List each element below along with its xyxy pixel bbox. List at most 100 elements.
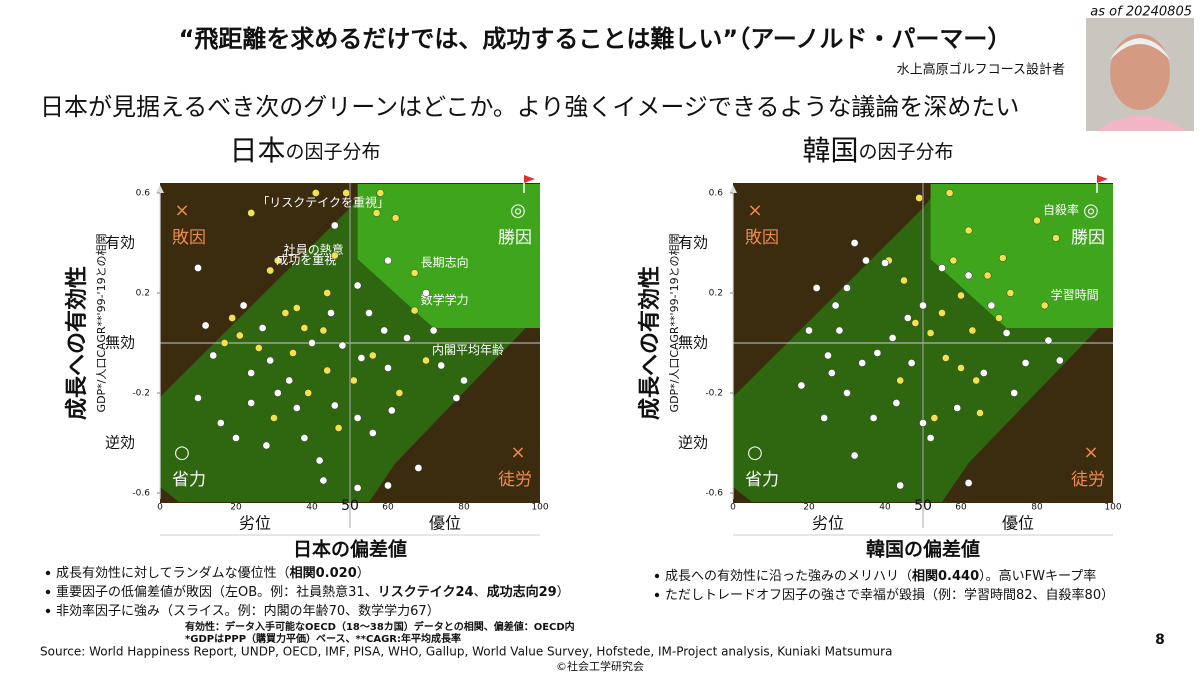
- data-point: [976, 409, 984, 417]
- note-segment: 相関0.020: [290, 565, 357, 581]
- quadrant-symbol: ×: [747, 200, 762, 221]
- note-segment: 重要因子の低偏差値が敗因（左OB。例：社員熱意31、: [56, 584, 378, 600]
- quadrant-symbol: ○: [747, 442, 763, 463]
- flag: [524, 175, 535, 183]
- data-point: [957, 364, 965, 372]
- data-point: [194, 394, 202, 402]
- chart-title: 日本の因子分布: [229, 134, 380, 167]
- note: ただしトレードオフ因子の強さで幸福が毀損（例：学習時間82、自殺率80）: [665, 587, 1114, 603]
- data-point: [380, 326, 389, 335]
- quadrant-symbol: ○: [174, 442, 190, 463]
- data-point: [797, 381, 806, 390]
- page-number: 8: [1155, 632, 1165, 648]
- data-point: [319, 326, 328, 335]
- data-point: [907, 359, 916, 367]
- portrait: [1086, 18, 1194, 131]
- note: 成長への有効性に沿った強みのメリハリ（相関0.440）。高いFWキープ率: [665, 568, 1096, 584]
- bullet: [45, 589, 51, 595]
- data-point: [926, 434, 935, 442]
- point-label: 社員の熱意: [284, 242, 344, 257]
- point-label: 学習時間: [1051, 287, 1099, 302]
- quote: “飛距離を求めるだけでは、成功することは難しい”（アーノルド・パーマー）: [179, 25, 1012, 53]
- data-point: [812, 284, 821, 292]
- data-point: [858, 359, 867, 367]
- point-label: 成功を重視: [276, 252, 336, 267]
- quadrant-symbol: ◎: [510, 200, 526, 221]
- y-level-label: 無効: [105, 334, 135, 352]
- data-point: [327, 309, 335, 317]
- midline-label: 50: [914, 498, 932, 514]
- copyright: ©社会工学研究会: [556, 659, 644, 673]
- headline: 日本が見据えるべき次のグリーンはどこか。より強くイメージできるような議論を深めた…: [40, 93, 1019, 121]
- data-point: [372, 209, 381, 217]
- note-segment: ）: [357, 566, 370, 581]
- y-axis-title: 成長への有効性: [64, 266, 90, 420]
- data-point: [995, 314, 1003, 322]
- chart-title: 韓国の因子分布: [802, 134, 953, 167]
- data-point: [292, 404, 301, 412]
- data-point: [835, 326, 844, 335]
- x-axis-title: 韓国の偏差値: [866, 538, 980, 561]
- data-point: [247, 369, 256, 377]
- data-point: [368, 429, 377, 437]
- data-point: [319, 476, 328, 485]
- x-tick-label: 80: [458, 503, 470, 513]
- note-segment: ）: [557, 585, 570, 600]
- point-label: 長期志向: [421, 255, 469, 270]
- data-point: [827, 369, 836, 377]
- x-axis-title: 日本の偏差値: [293, 538, 407, 561]
- data-point: [1040, 301, 1049, 310]
- data-point: [338, 341, 347, 350]
- data-point: [254, 344, 263, 352]
- chart-title-suffix: の因子分布: [859, 141, 954, 163]
- point-label: 「リスクテイクを重視」: [257, 195, 389, 210]
- chart-title-main: 韓国: [802, 134, 858, 167]
- note: 成長有効性に対してランダムな優位性（相関0.020）: [56, 565, 370, 581]
- data-point: [945, 189, 954, 197]
- data-point: [896, 481, 905, 490]
- data-point: [983, 271, 992, 280]
- data-point: [395, 389, 404, 397]
- y-level-label: 有効: [678, 234, 708, 252]
- data-point: [353, 484, 362, 492]
- note-segment: 成長への有効性に沿った強みのメリハリ（: [665, 569, 912, 584]
- x-tick-label: 100: [531, 503, 548, 513]
- y-tick-label: 0.2: [709, 289, 723, 299]
- data-point: [987, 301, 996, 310]
- data-point: [292, 304, 301, 312]
- data-point: [1002, 329, 1011, 337]
- flag: [1097, 175, 1108, 183]
- data-point: [273, 389, 282, 397]
- y-tick-label: 0.6: [709, 189, 724, 199]
- x-tick-label: 40: [306, 503, 318, 513]
- point-label: 数学学力: [421, 292, 469, 307]
- data-point: [820, 414, 829, 422]
- data-point: [998, 254, 1007, 262]
- data-point: [843, 389, 851, 397]
- x-region-label: 優位: [429, 514, 461, 533]
- y-tick-label: -0.2: [132, 389, 150, 399]
- data-point: [258, 324, 267, 332]
- x-tick-label: 100: [1104, 503, 1121, 513]
- quadrant-label: 徒労: [1071, 470, 1105, 490]
- data-point: [410, 269, 419, 277]
- data-point: [194, 264, 202, 272]
- data-point: [247, 399, 256, 407]
- data-point: [1021, 359, 1030, 367]
- x-tick-label: 20: [230, 503, 242, 513]
- data-point: [1006, 289, 1015, 297]
- data-point: [334, 424, 343, 432]
- data-point: [220, 339, 229, 347]
- arrow-head: [729, 185, 737, 193]
- definition: 有効性：データ入手可能なOECD（18〜38カ国）データとの相関、偏差値：OEC…: [185, 620, 575, 633]
- chart-title-main: 日本: [229, 134, 285, 167]
- quadrant-symbol: ×: [174, 200, 189, 221]
- data-point: [342, 189, 351, 197]
- data-point: [330, 221, 339, 230]
- point-label: 内閣平均年齢: [432, 342, 504, 357]
- y-level-label: 逆効: [105, 434, 135, 452]
- data-point: [391, 214, 400, 222]
- x-tick-label: 60: [955, 503, 967, 513]
- data-point: [300, 324, 309, 332]
